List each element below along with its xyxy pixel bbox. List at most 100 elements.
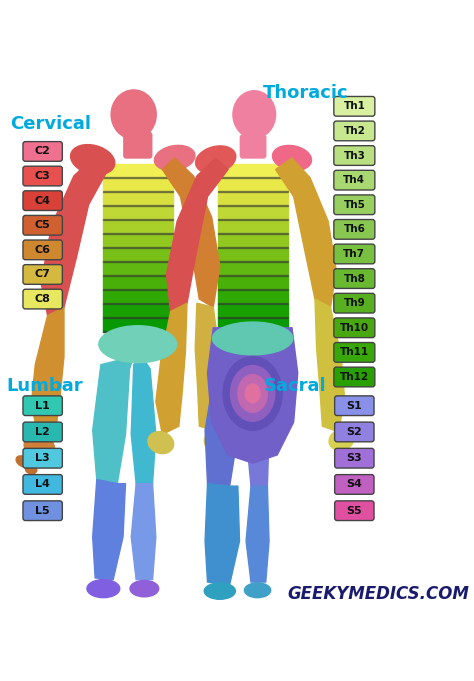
Text: Th10: Th10 — [340, 323, 369, 333]
Bar — [103, 262, 173, 276]
Ellipse shape — [71, 144, 115, 175]
FancyBboxPatch shape — [334, 367, 375, 387]
Text: Th9: Th9 — [344, 298, 365, 308]
FancyBboxPatch shape — [23, 475, 63, 494]
Ellipse shape — [273, 146, 311, 170]
Ellipse shape — [233, 91, 275, 138]
Bar — [218, 163, 288, 178]
Ellipse shape — [99, 326, 177, 363]
Ellipse shape — [238, 375, 267, 412]
Bar — [103, 206, 173, 220]
FancyBboxPatch shape — [23, 166, 63, 186]
FancyBboxPatch shape — [23, 501, 63, 520]
Text: S2: S2 — [346, 427, 362, 437]
Bar — [103, 163, 173, 178]
Bar — [103, 304, 173, 318]
Text: L5: L5 — [36, 506, 50, 516]
FancyBboxPatch shape — [124, 133, 152, 158]
Text: Th5: Th5 — [343, 200, 365, 210]
FancyBboxPatch shape — [334, 269, 375, 289]
FancyBboxPatch shape — [334, 244, 375, 264]
Ellipse shape — [16, 456, 30, 467]
FancyBboxPatch shape — [334, 343, 375, 362]
Bar — [103, 192, 173, 206]
FancyBboxPatch shape — [23, 396, 63, 415]
Ellipse shape — [212, 322, 293, 355]
Polygon shape — [31, 307, 64, 439]
Ellipse shape — [130, 580, 159, 597]
FancyBboxPatch shape — [335, 396, 374, 415]
Text: C7: C7 — [35, 270, 51, 279]
Ellipse shape — [223, 356, 282, 430]
FancyBboxPatch shape — [335, 448, 374, 468]
Polygon shape — [205, 361, 248, 486]
Text: S4: S4 — [346, 479, 362, 490]
Ellipse shape — [148, 432, 173, 454]
Polygon shape — [246, 361, 269, 486]
Text: L3: L3 — [36, 453, 50, 463]
FancyBboxPatch shape — [334, 97, 375, 116]
Text: Th8: Th8 — [343, 274, 365, 283]
Text: C4: C4 — [35, 195, 51, 206]
Ellipse shape — [329, 430, 354, 451]
FancyBboxPatch shape — [23, 142, 63, 161]
Ellipse shape — [204, 428, 230, 452]
Polygon shape — [156, 303, 187, 434]
Polygon shape — [93, 479, 126, 580]
Text: Th11: Th11 — [340, 347, 369, 358]
Bar — [103, 290, 173, 304]
Ellipse shape — [196, 146, 236, 174]
Polygon shape — [131, 356, 156, 484]
Bar — [218, 248, 288, 262]
Bar — [218, 206, 288, 220]
Bar — [103, 318, 173, 332]
Polygon shape — [166, 158, 228, 311]
FancyBboxPatch shape — [23, 422, 63, 442]
Text: S3: S3 — [346, 453, 362, 463]
Bar — [218, 262, 288, 276]
Text: S5: S5 — [346, 506, 362, 516]
Bar — [103, 220, 173, 234]
Text: Thoracic: Thoracic — [263, 84, 348, 102]
Text: Th4: Th4 — [343, 175, 365, 185]
Text: Th7: Th7 — [343, 249, 365, 259]
Ellipse shape — [155, 145, 195, 171]
FancyBboxPatch shape — [334, 318, 375, 338]
Bar — [218, 234, 288, 248]
Polygon shape — [131, 484, 156, 580]
FancyBboxPatch shape — [334, 294, 375, 313]
Ellipse shape — [204, 583, 236, 599]
Text: L1: L1 — [35, 400, 50, 411]
FancyBboxPatch shape — [23, 448, 63, 468]
Text: C2: C2 — [35, 146, 51, 157]
Ellipse shape — [24, 434, 55, 460]
FancyBboxPatch shape — [23, 265, 63, 284]
Polygon shape — [93, 356, 134, 484]
Polygon shape — [315, 299, 345, 432]
Text: C6: C6 — [35, 245, 51, 255]
Text: Lumbar: Lumbar — [7, 377, 83, 395]
Text: Th2: Th2 — [343, 126, 365, 136]
Text: C3: C3 — [35, 171, 51, 181]
FancyBboxPatch shape — [23, 215, 63, 235]
Text: Th3: Th3 — [343, 151, 365, 161]
FancyBboxPatch shape — [334, 170, 375, 190]
Bar — [218, 318, 288, 332]
Text: L4: L4 — [35, 479, 50, 490]
Text: Th6: Th6 — [343, 224, 365, 234]
Bar — [218, 192, 288, 206]
FancyBboxPatch shape — [335, 475, 374, 494]
Polygon shape — [208, 328, 298, 463]
Text: S1: S1 — [346, 400, 362, 411]
Ellipse shape — [230, 366, 275, 422]
FancyBboxPatch shape — [23, 289, 63, 309]
Bar — [103, 234, 173, 248]
Bar — [218, 220, 288, 234]
Text: Sacral: Sacral — [264, 377, 327, 395]
Bar — [103, 248, 173, 262]
Bar — [103, 276, 173, 290]
Polygon shape — [195, 303, 221, 430]
Ellipse shape — [26, 466, 37, 474]
Text: L2: L2 — [35, 427, 50, 437]
Polygon shape — [41, 158, 107, 315]
